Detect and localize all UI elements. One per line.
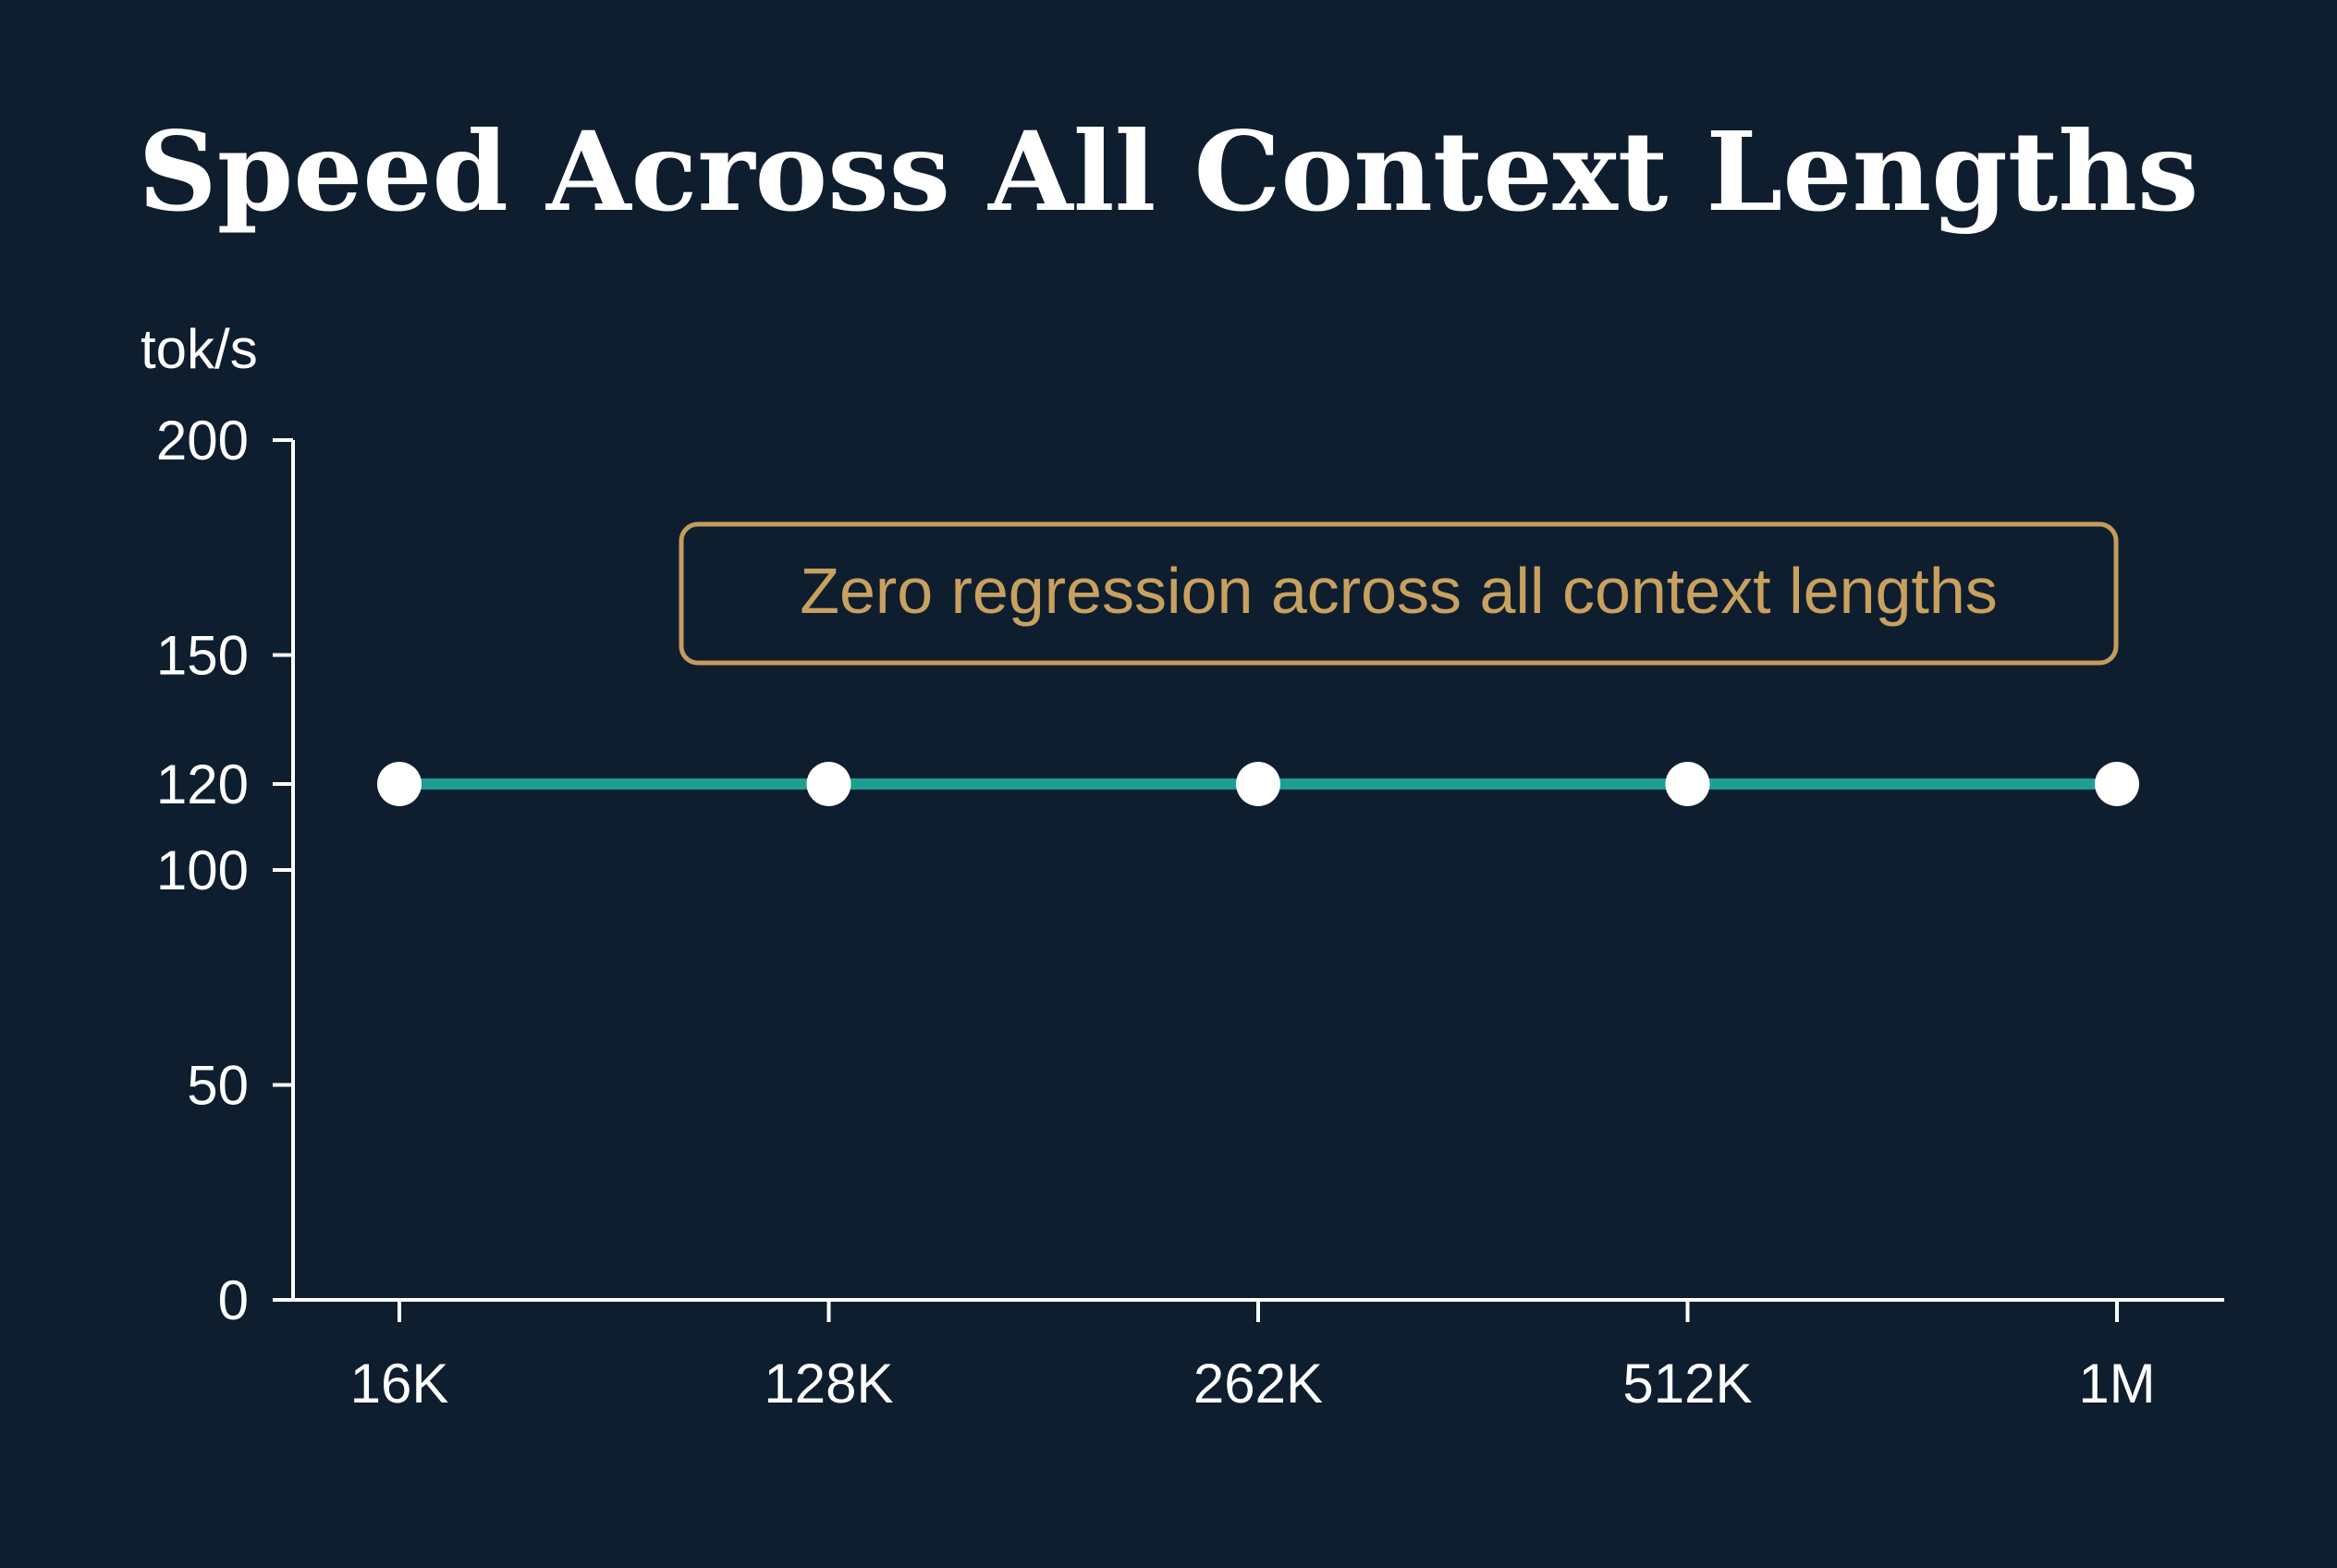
y-tick-label: 200: [156, 410, 249, 472]
x-ticks: 16K 128K 262K 512K 1M: [350, 1300, 2156, 1415]
x-tick-label: 1M: [2078, 1353, 2155, 1415]
chart-title: Speed Across All Context Lengths: [139, 107, 2199, 236]
data-point: [806, 762, 851, 806]
x-tick-label: 262K: [1193, 1353, 1323, 1415]
data-point: [377, 762, 422, 806]
data-point: [1665, 762, 1710, 806]
y-ticks: 0 50 100 120 150 200: [156, 410, 293, 1331]
y-tick-label: 0: [218, 1269, 249, 1331]
y-tick-label: 120: [156, 753, 249, 815]
y-tick-label: 150: [156, 625, 249, 687]
series-layer: [377, 762, 2139, 806]
x-tick-label: 128K: [764, 1353, 893, 1415]
y-tick-label: 50: [187, 1055, 249, 1117]
annotation-text: Zero regression across all context lengt…: [800, 555, 1998, 627]
y-tick-label: 100: [156, 839, 249, 901]
data-point: [1236, 762, 1280, 806]
x-tick-label: 512K: [1622, 1353, 1752, 1415]
x-tick-label: 16K: [350, 1353, 449, 1415]
y-axis-unit-label: tok/s: [141, 318, 258, 380]
annotation-box: [679, 521, 2119, 666]
annotation-callout: Zero regression across all context lengt…: [679, 521, 2119, 666]
data-point: [2095, 762, 2139, 806]
